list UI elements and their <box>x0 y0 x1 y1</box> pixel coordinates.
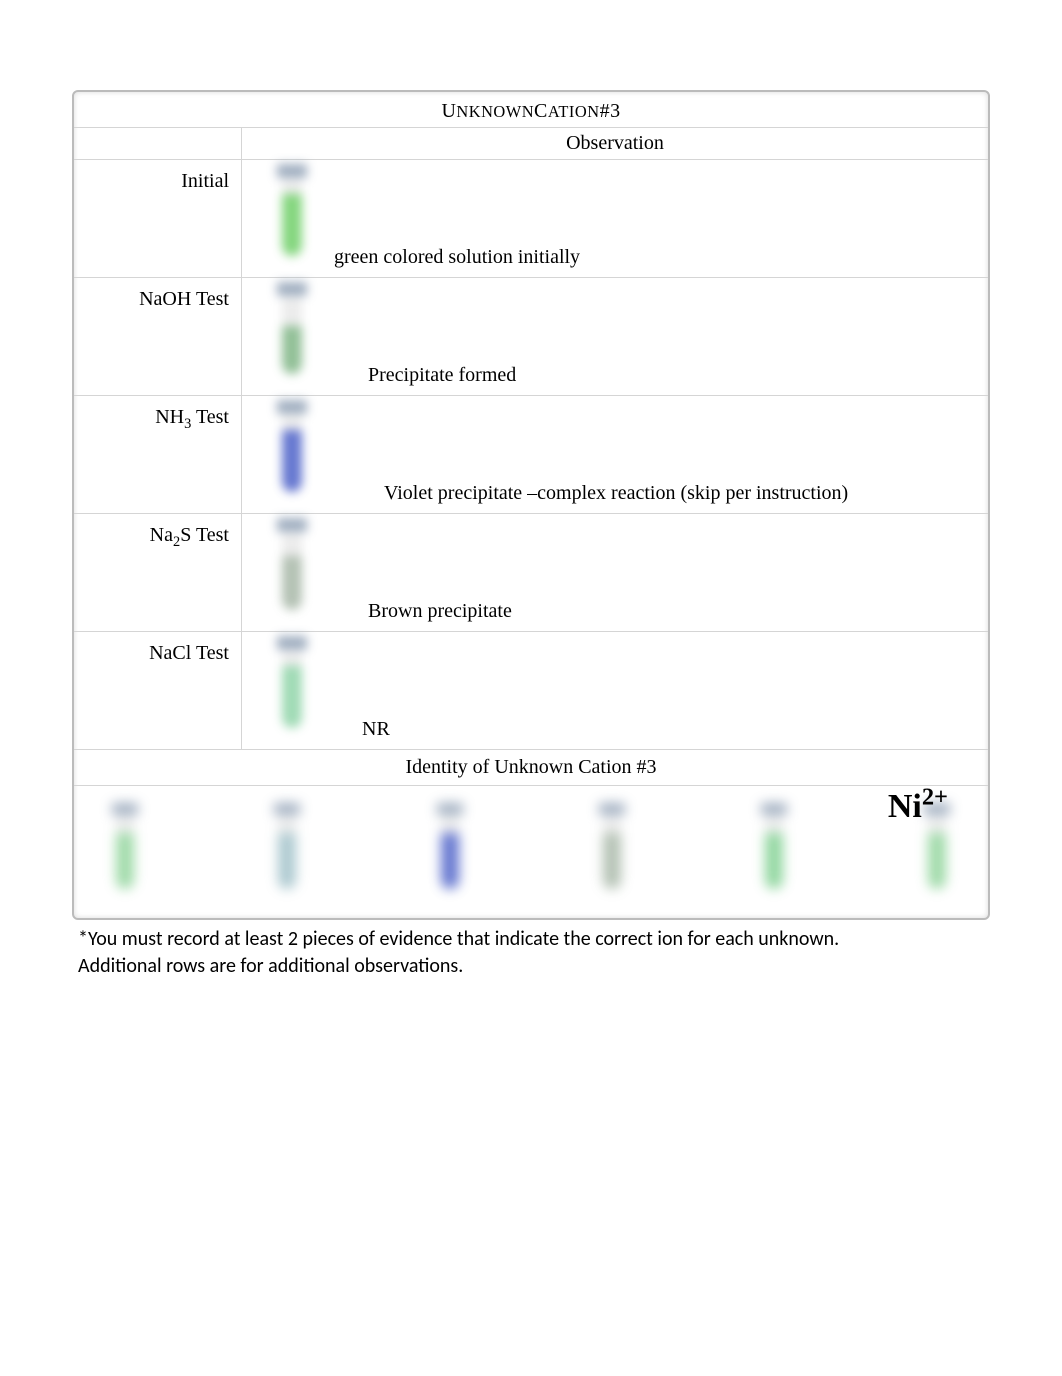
identity-value-row: Ni2+ <box>74 786 988 918</box>
title-text: UNKNOWNCATION#3 <box>441 100 620 122</box>
row-label: NaOH Test <box>74 278 242 395</box>
tube-strip <box>74 798 988 898</box>
test-tube-icon <box>109 803 141 893</box>
row-observation-cell: Brown precipitate <box>242 514 988 631</box>
identity-value: Ni2+ <box>888 788 948 826</box>
row-observation-cell: NR <box>242 632 988 749</box>
test-tube-icon <box>596 803 628 893</box>
test-tube-icon <box>434 803 466 893</box>
row-label: NaCl Test <box>74 632 242 749</box>
footnote-line1: *You must record at least 2 pieces of ev… <box>78 926 984 953</box>
row-label: Na2S Test <box>74 514 242 631</box>
identity-label: Identity of Unknown Cation #3 <box>74 750 988 786</box>
test-tube-icon <box>274 282 310 372</box>
table-row: NH3 Test Violet precipitate –complex reac… <box>74 396 988 514</box>
test-tube-icon <box>758 803 790 893</box>
table-row: Initialgreen colored solution initially <box>74 160 988 278</box>
test-tube-icon <box>274 164 310 254</box>
footnote-line2: Additional rows are for additional obser… <box>78 953 984 980</box>
observation-text: NR <box>250 718 390 743</box>
row-observation-cell: Precipitate formed <box>242 278 988 395</box>
table-row: NaOH TestPrecipitate formed <box>74 278 988 396</box>
table-title: UNKNOWNCATION#3 <box>74 92 988 128</box>
column-header-row: Observation <box>74 128 988 160</box>
row-observation-cell: Violet precipitate –complex reaction (sk… <box>242 396 988 513</box>
table-row: Na2S TestBrown precipitate <box>74 514 988 632</box>
test-tube-icon <box>271 803 303 893</box>
test-tube-icon <box>274 518 310 608</box>
header-observation: Observation <box>242 128 988 159</box>
header-left-blank <box>74 128 242 159</box>
test-tube-icon <box>274 636 310 726</box>
test-tube-icon <box>274 400 310 490</box>
table-row: NaCl Test NR <box>74 632 988 750</box>
row-observation-cell: green colored solution initially <box>242 160 988 277</box>
cation-table: UNKNOWNCATION#3 Observation Initialgreen… <box>72 90 990 920</box>
row-label: Initial <box>74 160 242 277</box>
row-label: NH3 Test <box>74 396 242 513</box>
observation-text: Violet precipitate –complex reaction (sk… <box>250 482 848 507</box>
footnote: *You must record at least 2 pieces of ev… <box>72 926 990 980</box>
